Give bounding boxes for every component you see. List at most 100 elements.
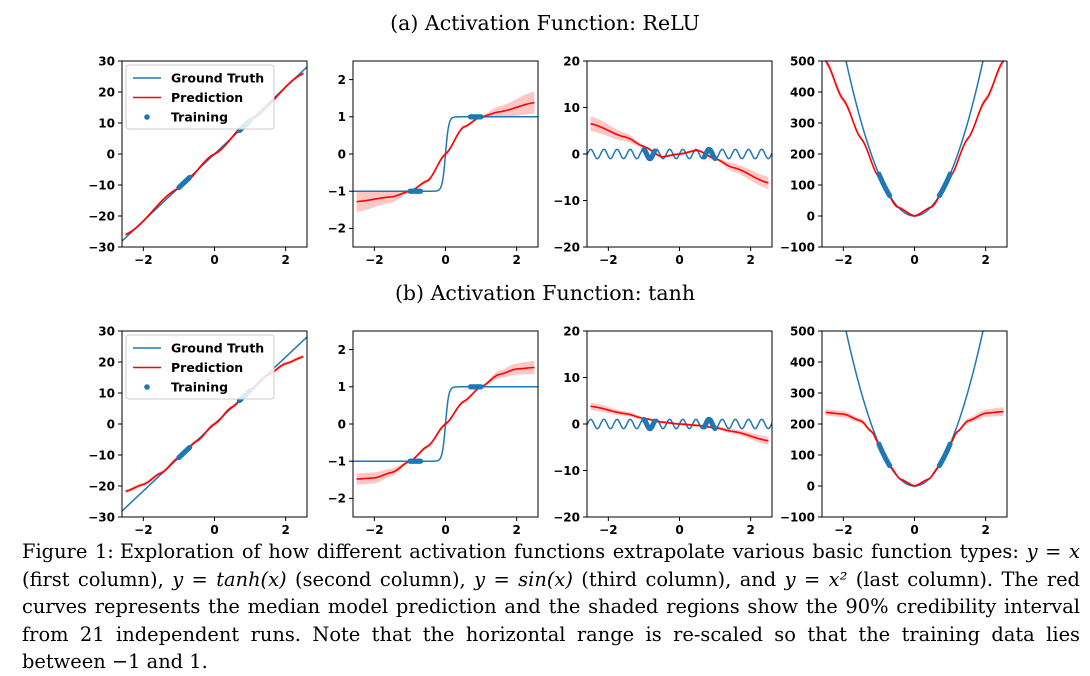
- panel-0-3: −2 0 2 500 400 300 200 100 0 −100: [780, 54, 1008, 267]
- x-tick-label: 2: [281, 523, 289, 537]
- x-tick-label: 0: [910, 253, 918, 267]
- y-tick-label: −1: [328, 185, 346, 199]
- x-tick-label: 2: [512, 253, 520, 267]
- legend-training-label: Training: [171, 380, 228, 395]
- y-tick-label: 300: [790, 116, 815, 130]
- y-tick-label: 10: [98, 386, 115, 400]
- caption-eq-1: y = x: [1026, 540, 1080, 563]
- training-point: [417, 188, 424, 194]
- y-tick-label: 20: [98, 85, 115, 99]
- y-tick-label: −100: [780, 240, 815, 254]
- y-tick-label: −30: [88, 510, 115, 524]
- x-tick-label: 0: [210, 523, 218, 537]
- panel-0-1: −2 0 2 2 1 0 −1 −2: [328, 60, 539, 267]
- y-tick-label: −1: [328, 455, 346, 469]
- y-tick-label: 0: [572, 417, 580, 431]
- y-tick-label: 0: [807, 479, 815, 493]
- y-tick-label: 400: [790, 355, 815, 369]
- y-tick-label: 30: [98, 54, 115, 68]
- caption-text-1: Exploration of how different activation …: [119, 540, 1027, 563]
- y-tick-label: −20: [88, 209, 115, 223]
- caption-text-2c: (third column), and: [572, 567, 785, 591]
- ground-truth-line: [845, 331, 984, 487]
- training-point: [186, 174, 193, 181]
- training-point: [651, 418, 658, 424]
- x-tick-label: −2: [365, 253, 383, 267]
- plot-area: [587, 116, 772, 189]
- y-tick-label: 500: [790, 54, 815, 68]
- y-tick-label: 10: [563, 371, 580, 385]
- credibility-band: [825, 407, 1004, 488]
- training-point: [712, 425, 718, 432]
- y-tick-label: −2: [328, 222, 346, 236]
- training-point: [478, 114, 484, 120]
- legend-ground-truth-label: Ground Truth: [171, 341, 264, 356]
- x-tick-label: −2: [599, 253, 617, 267]
- row-title-tanh: (b) Activation Function: tanh: [395, 281, 695, 305]
- legend: Ground Truth Prediction Training: [125, 334, 275, 400]
- y-tick-label: −20: [88, 479, 115, 493]
- training-point: [886, 192, 893, 199]
- legend-prediction-label: Prediction: [171, 360, 243, 375]
- plot-area: [825, 331, 1004, 488]
- x-tick-label: −2: [834, 253, 852, 267]
- y-tick-label: −10: [553, 194, 580, 208]
- x-tick-label: −2: [599, 523, 617, 537]
- y-tick-label: 0: [338, 147, 346, 161]
- y-tick-label: 200: [790, 147, 815, 161]
- y-tick-label: 500: [790, 324, 815, 338]
- legend-ground-truth-label: Ground Truth: [171, 71, 264, 86]
- caption-eq-2: y = tanh(x): [172, 567, 287, 591]
- legend: Ground Truth Prediction Training: [125, 64, 275, 130]
- training-point: [651, 148, 658, 154]
- ground-truth-line: [845, 61, 984, 217]
- axes-frame: [821, 60, 1008, 248]
- x-tick-label: 2: [281, 253, 289, 267]
- y-tick-label: 1: [338, 110, 346, 124]
- x-tick-label: −2: [134, 523, 152, 537]
- x-tick-label: −2: [134, 253, 152, 267]
- legend-training-swatch: [144, 114, 150, 120]
- y-tick-label: 20: [98, 355, 115, 369]
- plot-area: [353, 91, 538, 213]
- y-tick-label: −10: [553, 464, 580, 478]
- y-tick-label: 30: [98, 324, 115, 338]
- y-tick-label: −2: [328, 492, 346, 506]
- y-tick-label: 300: [790, 386, 815, 400]
- y-tick-label: 200: [790, 417, 815, 431]
- caption-eq-4: y = x²: [784, 567, 848, 591]
- panel-1-1: −2 0 2 2 1 0 −1 −2: [328, 330, 539, 537]
- plot-area: [587, 402, 772, 445]
- panel-1-3: −2 0 2 500 400 300 200 100 0 −100: [780, 324, 1008, 537]
- training-point: [478, 384, 484, 390]
- y-tick-label: 10: [563, 101, 580, 115]
- y-tick-label: −10: [88, 178, 115, 192]
- y-tick-label: 1: [338, 380, 346, 394]
- legend-training-swatch: [144, 384, 150, 390]
- legend-box: [125, 334, 275, 400]
- y-tick-label: −10: [88, 448, 115, 462]
- x-tick-label: 2: [512, 523, 520, 537]
- prediction-line: [590, 122, 769, 184]
- training-point: [417, 458, 424, 464]
- x-tick-label: 2: [981, 253, 989, 267]
- caption-text-2a: (first column),: [22, 567, 173, 591]
- y-tick-label: 0: [107, 147, 115, 161]
- x-tick-label: 0: [441, 523, 449, 537]
- y-tick-label: −100: [780, 510, 815, 524]
- y-tick-label: 100: [790, 448, 815, 462]
- credibility-band: [825, 61, 1004, 218]
- y-tick-label: 0: [807, 209, 815, 223]
- training-point: [186, 444, 193, 451]
- caption-eq-3: y = sin(x): [474, 567, 573, 591]
- plot-area: [353, 360, 538, 485]
- training-point: [947, 171, 953, 177]
- y-tick-label: 0: [338, 417, 346, 431]
- legend-prediction-label: Prediction: [171, 90, 243, 105]
- x-tick-label: 0: [675, 253, 683, 267]
- y-tick-label: 20: [563, 54, 580, 68]
- y-tick-label: 20: [563, 324, 580, 338]
